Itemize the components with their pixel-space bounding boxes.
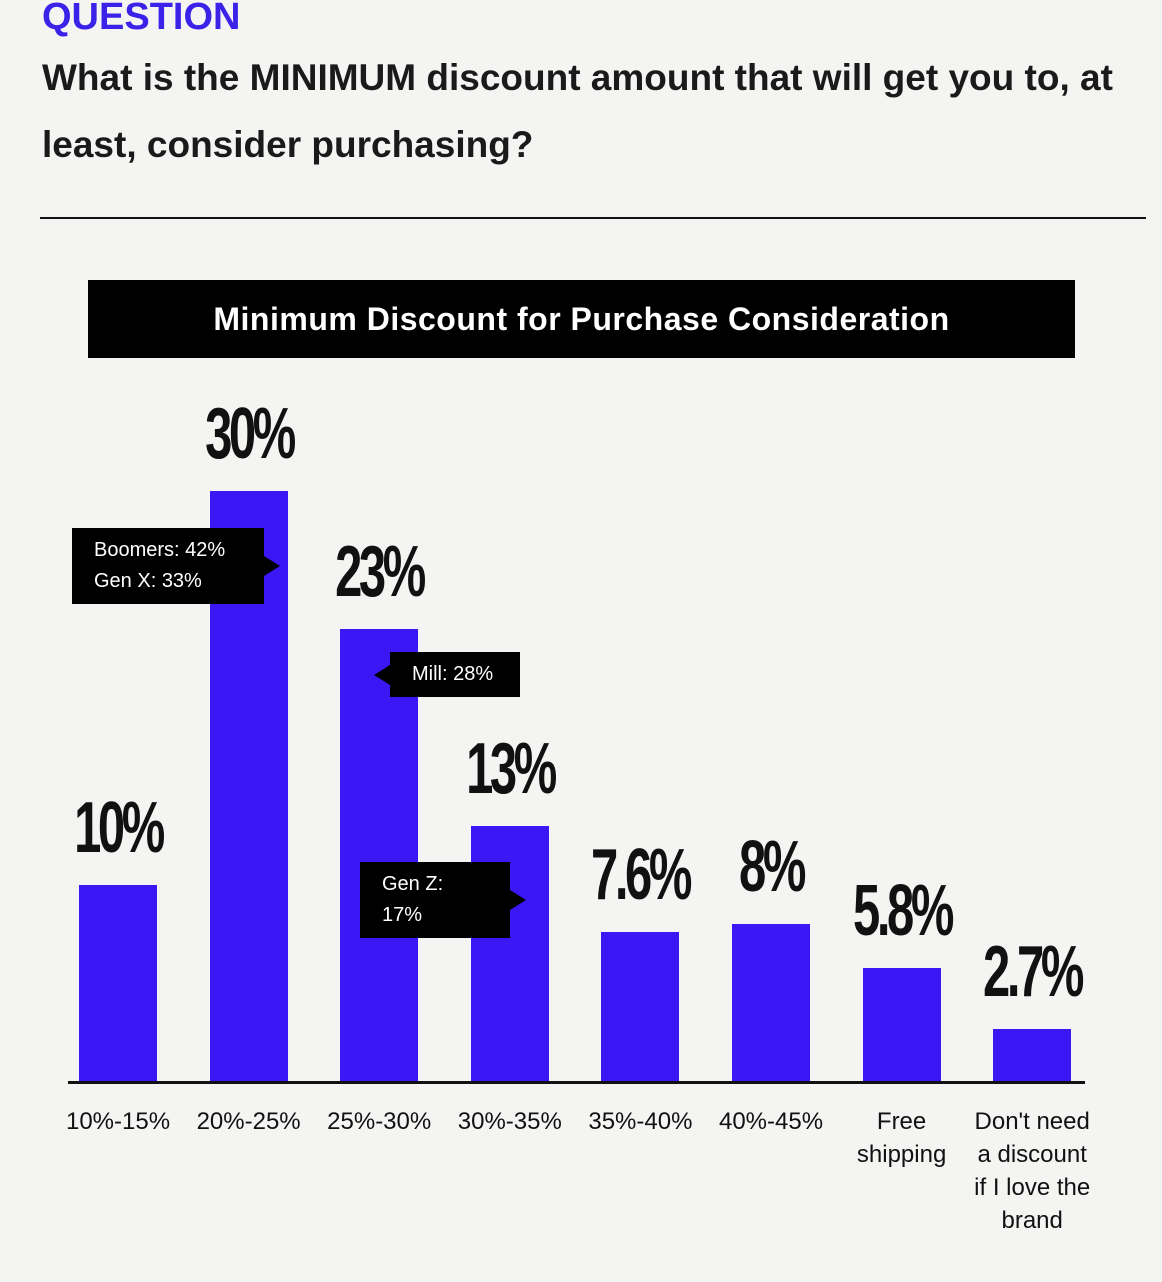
bar	[79, 885, 157, 1082]
x-tick-label: Free shipping	[856, 1108, 947, 1168]
value-label: 10%	[74, 788, 165, 868]
baseline	[68, 1081, 1085, 1084]
question-text: What is the MINIMUM discount amount that…	[42, 57, 1113, 165]
annotation-line: Boomers: 42%	[94, 539, 226, 561]
annotation-arrow	[264, 556, 280, 576]
chart-title: Minimum Discount for Purchase Considerat…	[88, 280, 1075, 358]
x-tick-label: 10%-15%	[65, 1108, 171, 1135]
annotation-arrow	[510, 890, 526, 910]
bar	[732, 924, 810, 1082]
value-label: 7.6%	[591, 835, 692, 916]
x-tick-label: 40%-45%	[718, 1108, 824, 1135]
x-tick-label: 35%-40%	[588, 1108, 693, 1135]
bar	[862, 967, 941, 1082]
question-label: QUESTION	[42, 0, 241, 38]
value-label: 13%	[465, 728, 557, 809]
value-label: 30%	[204, 394, 296, 474]
x-tick-label: 20%-25%	[196, 1108, 301, 1135]
x-tick-label: 30%-35%	[457, 1108, 562, 1135]
bar	[993, 1028, 1072, 1082]
bar	[601, 932, 680, 1082]
value-label: 8%	[739, 827, 806, 908]
value-label: 5.8%	[852, 870, 954, 951]
annotation: Mill: 28%	[390, 652, 520, 697]
divider	[40, 217, 1146, 219]
annotation: Boomers: 42% Gen X: 33%	[72, 528, 264, 604]
bar	[340, 628, 419, 1082]
value-label: 2.7%	[983, 931, 1084, 1012]
x-tick-label: 25%-30%	[327, 1108, 432, 1135]
annotation-line: Gen Z: 17%	[382, 873, 444, 926]
value-label: 23%	[335, 531, 426, 612]
annotation-line: Gen X: 33%	[94, 570, 202, 592]
annotation: Gen Z: 17%	[360, 862, 510, 938]
x-tick-label: Don't need a discount if I love the bran…	[974, 1108, 1091, 1234]
annotation-line: Mill: 28%	[412, 663, 494, 685]
annotation-arrow	[374, 664, 390, 685]
